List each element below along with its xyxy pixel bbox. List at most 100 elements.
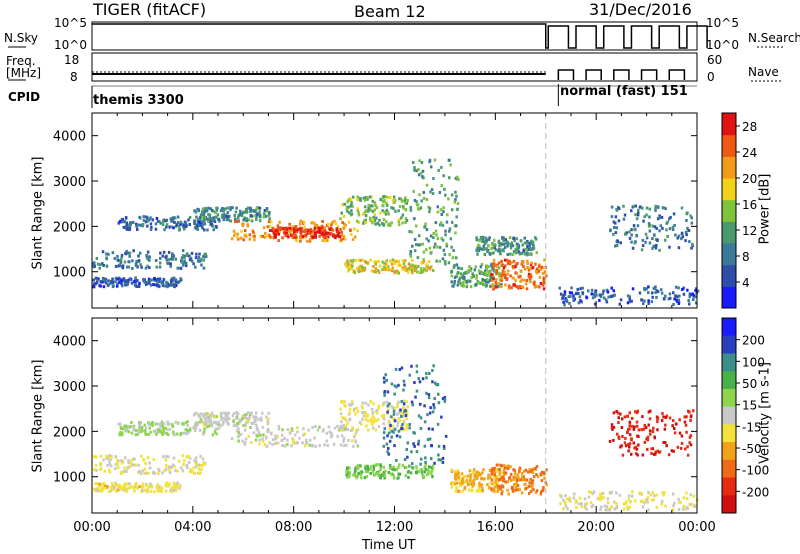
cell-p0-r4-4 (351, 237, 355, 241)
cell-p0-r3-24 (222, 218, 226, 222)
cell-p0-r1-76 (174, 278, 178, 282)
cell-p0-r4-100 (334, 222, 338, 226)
cell-p0-r0-59 (120, 256, 123, 260)
cell-p0-r4-126 (299, 219, 302, 223)
cell-p0-r0-1 (205, 254, 208, 258)
cell-p0-r9-94 (479, 265, 483, 269)
nsky-label: N.Sky (4, 31, 39, 45)
cell-p0-r4-99 (303, 225, 306, 229)
cell-p0-r8-26 (413, 238, 417, 242)
cell-p1-r1-105 (117, 484, 121, 488)
cell-p1-r11-50 (612, 438, 615, 442)
colorbar-1-swatch-0 (722, 318, 736, 337)
cell-p0-r9-40 (484, 280, 488, 284)
cell-p1-r0-116 (105, 454, 108, 458)
cell-p1-r1-85 (100, 489, 103, 493)
cell-p1-r8-81 (479, 489, 482, 493)
cell-p0-r7-139 (385, 259, 388, 263)
cell-p0-r13-63 (681, 235, 685, 239)
cell-p1-r11-49 (646, 438, 650, 442)
cell-p0-r6-71 (368, 195, 372, 199)
cell-p0-r8-129 (409, 250, 413, 253)
cell-p0-r4-107 (259, 234, 262, 238)
cell-p0-r2-118 (206, 228, 209, 232)
cell-p0-r8-89 (437, 168, 440, 172)
cell-p0-r3-51 (194, 210, 198, 214)
cell-p1-r5-32 (339, 407, 342, 411)
cell-p0-r6-101 (382, 223, 385, 227)
cell-p0-r0-24 (161, 254, 165, 258)
cell-p0-r11-65 (482, 235, 485, 239)
cell-p0-r12-0 (570, 291, 574, 295)
cell-p0-r10-75 (503, 273, 506, 277)
cell-p0-r5-105 (336, 233, 340, 237)
cell-p1-r5-120 (360, 404, 364, 408)
cell-p1-r8-137 (486, 476, 490, 480)
cell-p1-r6-38 (354, 465, 358, 469)
freq-strip-frame (91, 52, 698, 82)
cell-p1-r2-6 (186, 420, 189, 424)
cell-p1-r6-58 (378, 469, 381, 473)
cell-p0-r4-87 (242, 238, 245, 242)
cell-p0-r5-77 (271, 226, 274, 230)
cell-p0-r0-119 (121, 264, 125, 268)
cell-p1-r7-117 (411, 462, 414, 466)
cell-p0-r1-127 (116, 284, 119, 288)
cell-p0-r7-25 (402, 262, 406, 266)
cell-p0-r7-53 (413, 269, 417, 273)
cell-p1-r4-14 (286, 438, 289, 442)
cell-p1-r2-91 (122, 427, 125, 431)
cell-p1-r8-131 (469, 479, 472, 483)
cell-p0-r7-101 (359, 258, 362, 262)
cell-p0-r7-112 (354, 258, 358, 262)
cell-p0-r3-56 (199, 213, 203, 217)
cell-p0-r2-72 (176, 215, 180, 219)
cell-p0-r8-106 (420, 199, 423, 203)
cell-p0-r12-72 (674, 294, 677, 298)
cell-p1-r3-0 (201, 421, 205, 425)
cell-p1-r9-125 (535, 489, 539, 493)
cell-p0-r1-35 (94, 282, 97, 286)
cell-p0-r12-106 (677, 300, 681, 304)
cell-p0-r5-113 (292, 228, 296, 232)
cell-p0-r11-94 (478, 239, 481, 243)
cell-p1-r8-41 (463, 485, 467, 489)
cell-p1-r6-117 (420, 470, 424, 474)
cell-p1-r5-1 (362, 414, 365, 418)
cell-p0-r8-62 (441, 257, 445, 261)
cell-p0-r10-123 (535, 269, 538, 273)
cell-p1-r1-134 (101, 487, 104, 491)
cell-p0-r9-83 (488, 278, 492, 282)
cell-p0-r13-121 (662, 206, 665, 210)
cell-p0-r11-97 (506, 244, 509, 248)
cell-p0-r10-57 (491, 283, 494, 287)
cell-p0-r10-71 (505, 277, 509, 281)
cell-p0-r8-81 (417, 168, 420, 171)
cell-p0-r3-121 (245, 217, 248, 221)
cell-p1-r6-94 (392, 465, 396, 469)
cell-p1-r4-41 (330, 433, 334, 437)
cell-p0-r6-122 (345, 207, 349, 211)
cell-p0-r10-67 (515, 285, 518, 288)
cell-p1-r11-124 (650, 452, 653, 455)
cell-p0-r2-111 (177, 224, 181, 228)
cell-p0-r0-134 (99, 263, 102, 267)
cell-p1-r6-130 (365, 475, 369, 479)
cell-p0-r2-98 (125, 221, 128, 225)
cell-p1-r6-89 (364, 464, 367, 468)
cell-p1-r1-68 (158, 485, 161, 489)
cell-p1-r10-10 (652, 498, 655, 502)
cell-p1-r4-35 (347, 438, 350, 442)
cell-p1-r7-10 (443, 447, 446, 450)
cell-p0-r12-25 (579, 287, 582, 291)
cell-p1-r7-115 (392, 412, 396, 416)
colorbar-tick-label-1-7: -200 (742, 485, 769, 499)
cell-p1-r10-118 (673, 501, 676, 505)
cell-p1-r10-2 (613, 507, 616, 511)
cell-p1-r0-47 (199, 454, 202, 458)
cell-p1-r7-4 (428, 437, 432, 441)
cell-p0-r13-104 (654, 246, 658, 250)
cell-p0-r0-77 (180, 256, 184, 260)
cell-p0-r3-6 (207, 213, 210, 216)
cell-p1-r4-34 (257, 430, 261, 434)
